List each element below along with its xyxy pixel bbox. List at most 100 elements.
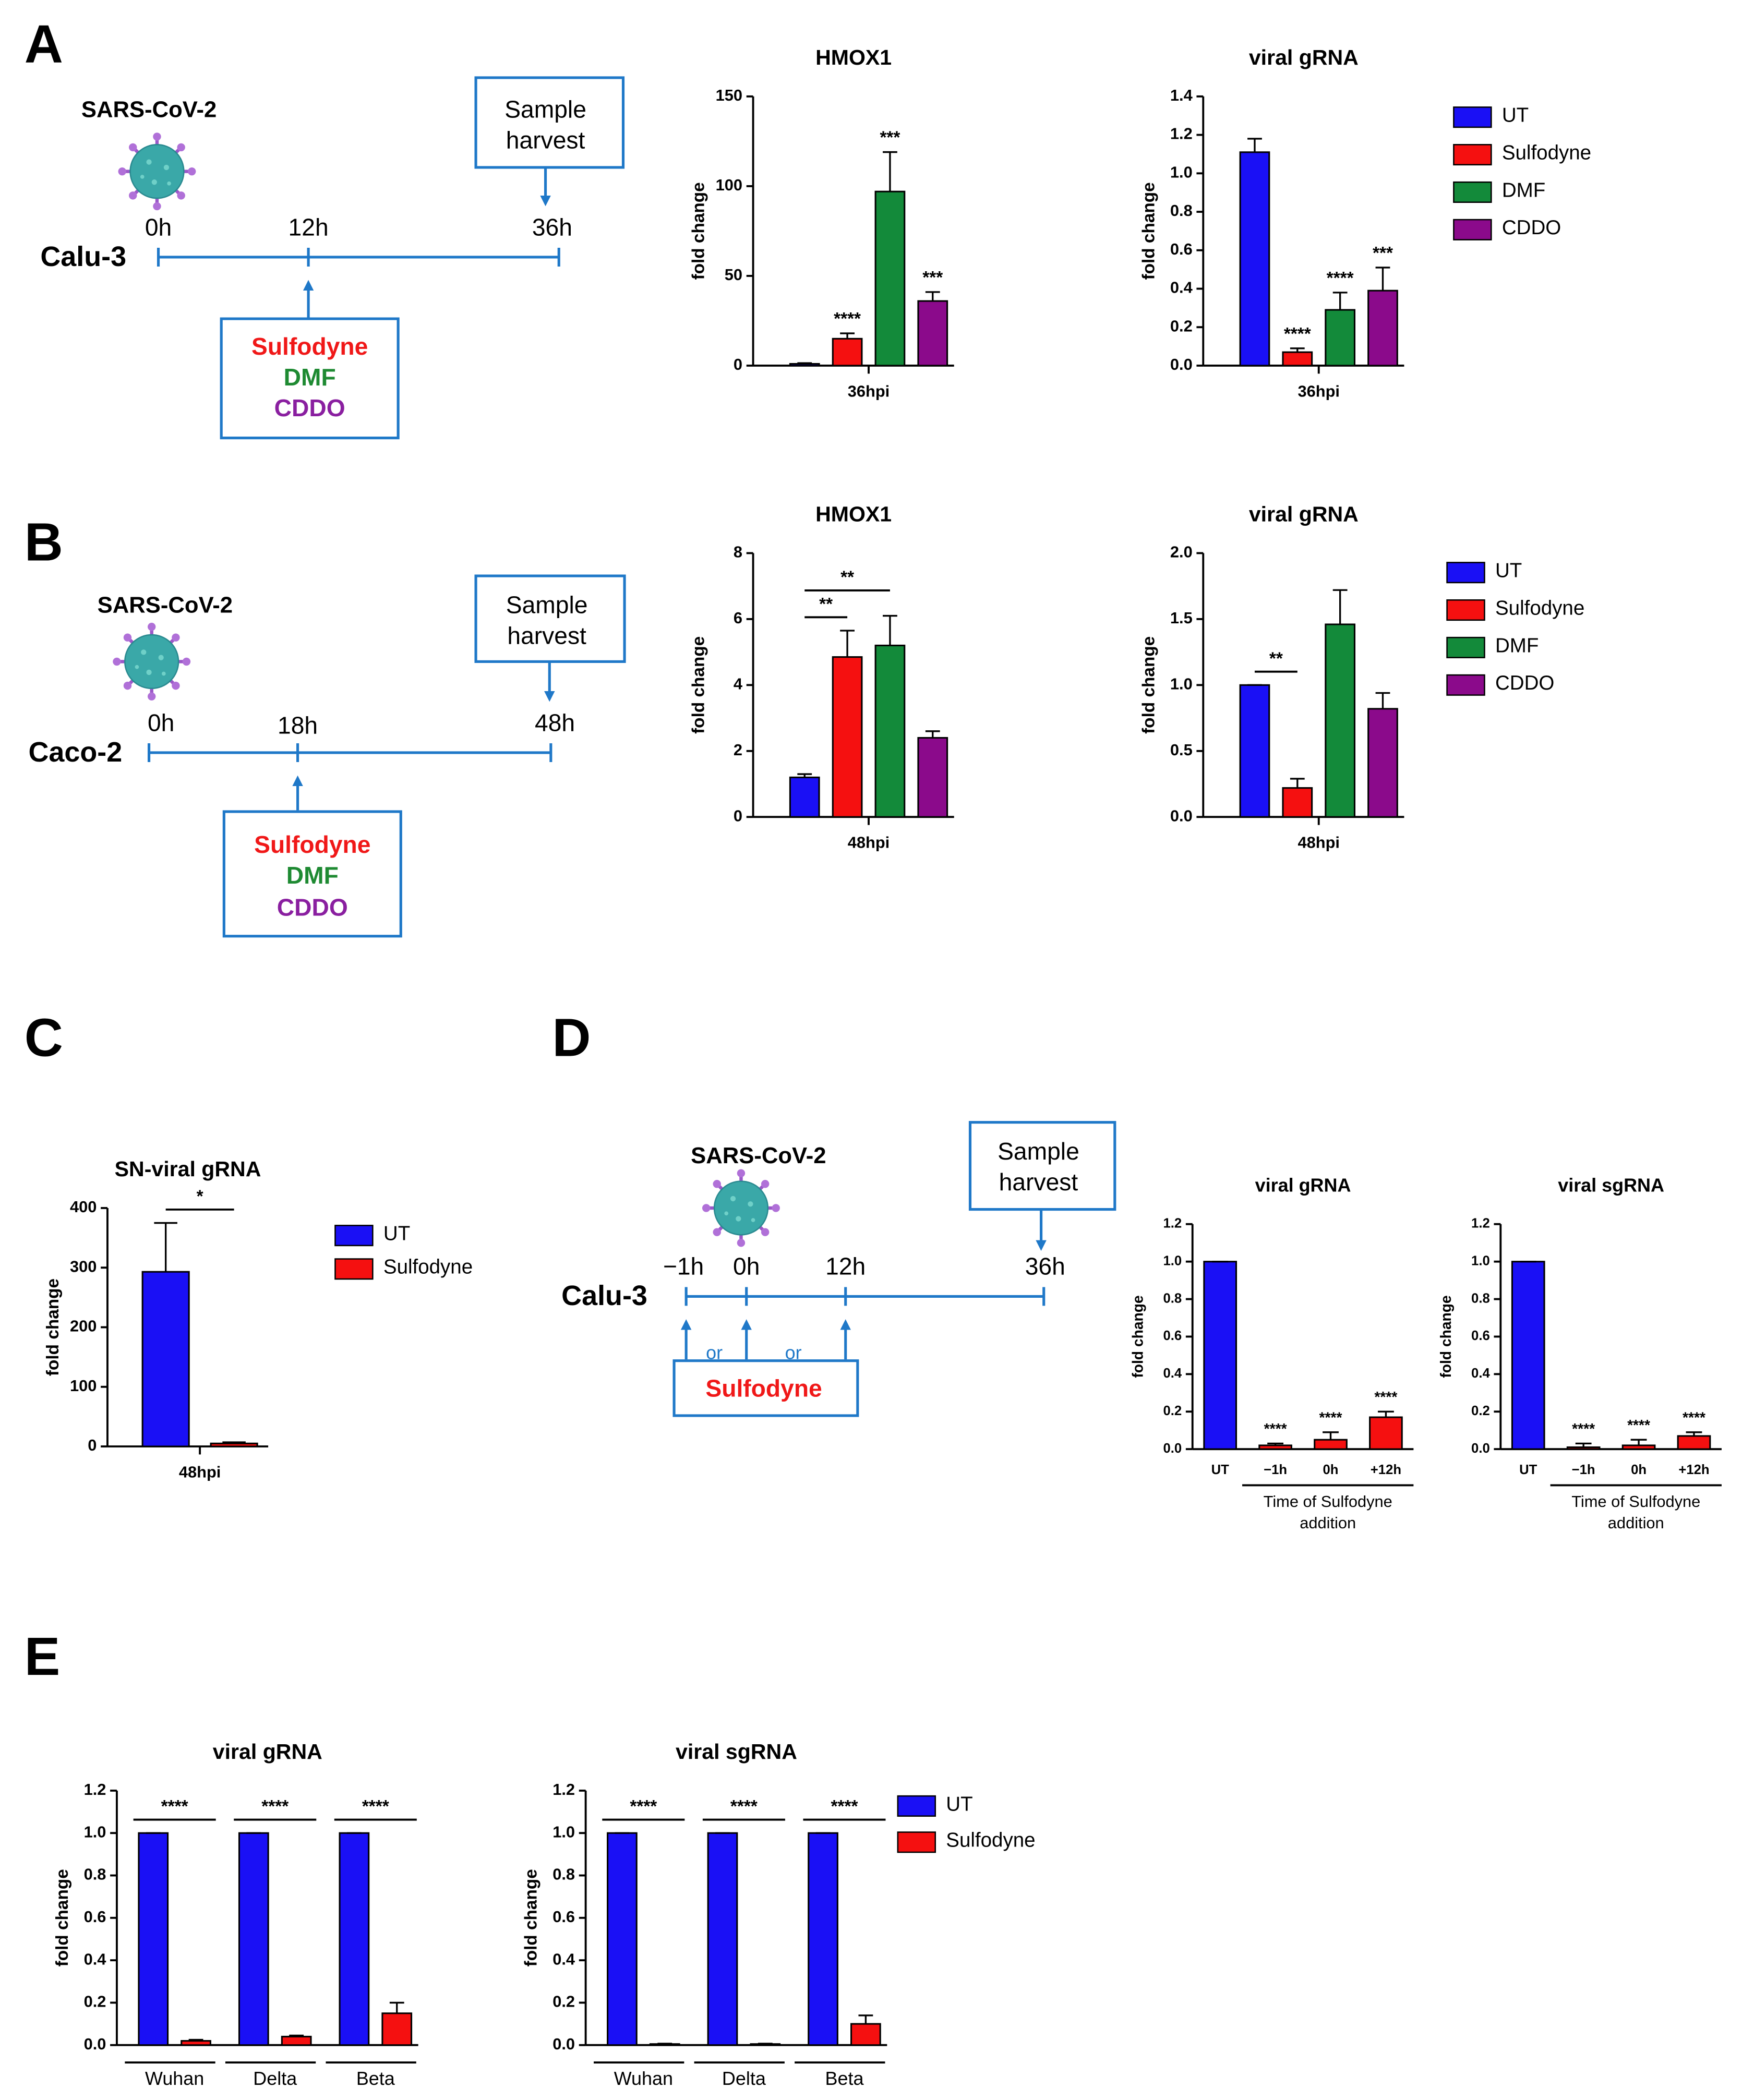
y-tick-label: 150 (716, 86, 742, 104)
y-tick-label: 0.5 (1170, 741, 1193, 759)
y-tick-label: 0.4 (1170, 279, 1193, 297)
y-tick-label: 2.0 (1170, 543, 1193, 561)
y-tick-label: 100 (716, 176, 742, 194)
bar (1258, 1444, 1292, 1450)
y-tick-label: 0.0 (552, 2035, 575, 2053)
bar (789, 776, 820, 818)
bar (832, 656, 863, 818)
time-label: 12h (825, 1253, 866, 1280)
y-tick-label: 1.0 (84, 1823, 106, 1841)
error-bar (1323, 1431, 1339, 1440)
significance-label: **** (161, 1797, 188, 1816)
time-label: 0h (145, 213, 172, 240)
panel-label: A (25, 14, 63, 74)
legend-label: CDDO (1502, 216, 1561, 239)
bar (281, 2035, 312, 2046)
chart-title: viral sgRNA (1558, 1174, 1664, 1196)
bar (1677, 1435, 1711, 1450)
x-axis-label: addition (1300, 1514, 1356, 1532)
x-tick-label: 48hpi (179, 1463, 221, 1481)
significance-label: **** (1264, 1420, 1287, 1437)
timeline-diagram: SARS-CoV-2 0h 12h 36h Calu-3 Sample harv… (40, 76, 625, 440)
bar (141, 1271, 190, 1447)
timeline (684, 1287, 1046, 1306)
error-bar (883, 614, 897, 646)
drug-box (672, 1359, 859, 1417)
drug-label: Sulfodyne (705, 1374, 822, 1402)
legend-swatch (1453, 144, 1492, 166)
virus-label: SARS-CoV-2 (81, 97, 217, 123)
time-label: 18h (278, 711, 318, 739)
y-tick-label: 0.0 (1471, 1441, 1490, 1456)
legend-label: DMF (1502, 179, 1545, 201)
error-bar (222, 1441, 246, 1444)
virus-label: SARS-CoV-2 (98, 593, 233, 618)
error-bar (1267, 1442, 1284, 1445)
error-bar (797, 773, 812, 778)
box-text: Sample (506, 591, 588, 618)
x-tick-label: 48hpi (848, 834, 890, 852)
timeline (147, 743, 552, 762)
x-axis-label: Time of Sulfodyne (1264, 1492, 1392, 1511)
y-tick-label: 200 (70, 1317, 97, 1335)
box-text: harvest (506, 126, 585, 153)
x-tick-label: UT (1211, 1463, 1230, 1477)
significance-label: **** (1284, 324, 1311, 344)
y-tick-label: 0.8 (1170, 201, 1193, 220)
bar (1325, 309, 1356, 367)
drug-label: DMF (284, 364, 336, 391)
cell-label: Calu-3 (40, 241, 126, 272)
significance-label: *** (1373, 244, 1393, 263)
bar (381, 2012, 413, 2046)
error-bar (1332, 292, 1348, 310)
panel-label: C (25, 1008, 63, 1068)
chart-title: viral sgRNA (676, 1740, 797, 1764)
x-tick-label: +12h (1678, 1463, 1709, 1477)
x-tick-label: −1h (1572, 1463, 1595, 1477)
significance-label: **** (630, 1797, 657, 1816)
x-tick-label: Delta (253, 2068, 297, 2089)
y-axis-label: fold change (522, 1869, 541, 1966)
error-bar (1332, 589, 1348, 624)
y-axis-label: fold change (1437, 1295, 1454, 1378)
legend-label: Sulfodyne (383, 1256, 473, 1278)
drug-label: CDDO (277, 894, 348, 921)
bar (1367, 289, 1398, 367)
legend-label: DMF (1495, 634, 1539, 657)
bar (1203, 1261, 1238, 1450)
error-bar (1247, 138, 1262, 152)
y-tick-label: 100 (70, 1377, 97, 1395)
bar (607, 1832, 638, 2046)
significance-label: **** (1319, 1409, 1342, 1426)
y-tick-label: 1.2 (1471, 1216, 1490, 1231)
legend-label: CDDO (1495, 672, 1554, 694)
error-bar (188, 2038, 203, 2041)
x-axis-label: Time of Sulfodyne (1571, 1492, 1700, 1511)
y-tick-label: 1.2 (1163, 1216, 1182, 1231)
y-tick-label: 1.0 (1170, 163, 1193, 181)
y-tick-label: 0.6 (552, 1908, 575, 1926)
y-tick-label: 0 (88, 1436, 97, 1454)
y-tick-label: 0.8 (1163, 1291, 1182, 1306)
error-bar (883, 151, 897, 192)
time-label: 48h (535, 709, 575, 736)
bar (1282, 351, 1313, 367)
y-tick-label: 0.2 (1170, 317, 1193, 335)
y-tick-label: 0.2 (1471, 1404, 1490, 1418)
error-bar (840, 332, 855, 339)
bar (238, 1832, 269, 2046)
box-text: Sample (998, 1138, 1079, 1165)
bar (808, 1832, 838, 2046)
error-bar (925, 291, 940, 301)
bar (917, 300, 948, 367)
chart-title: HMOX1 (815, 502, 892, 526)
y-tick-label: 0.4 (552, 1950, 575, 1968)
bar (1282, 787, 1313, 818)
x-axis-label: addition (1608, 1514, 1664, 1532)
significance-label: **** (1374, 1389, 1397, 1405)
y-axis-label: fold change (689, 182, 708, 280)
chart-title: HMOX1 (815, 45, 892, 69)
bar (789, 363, 820, 367)
timeline-diagram: SARS-CoV-2 −1h 0h 12h 36h Calu-3 Sample … (561, 1121, 1116, 1417)
y-axis-label: fold change (689, 636, 708, 734)
